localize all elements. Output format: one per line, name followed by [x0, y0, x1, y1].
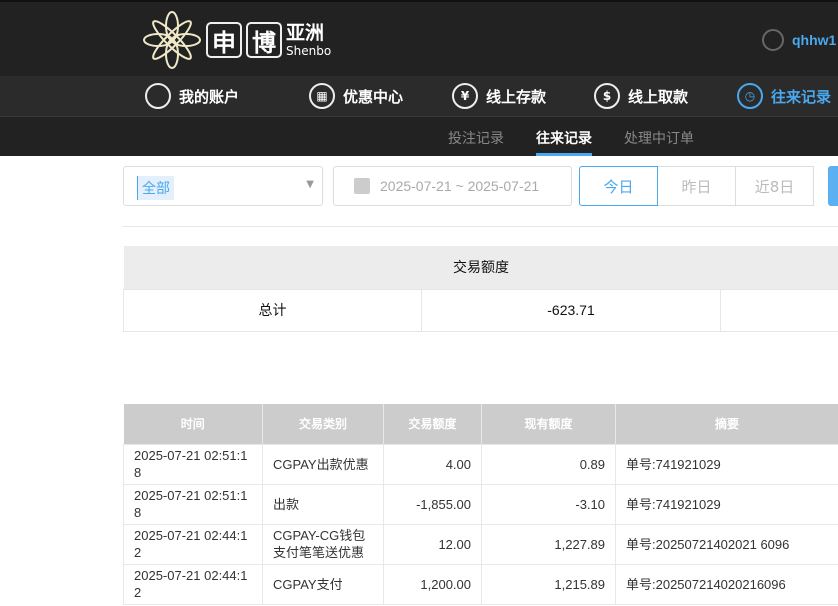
cell-type: 出款 [262, 483, 384, 525]
user-icon [762, 29, 784, 51]
top-header: 申 博 亚洲 Shenbo qhhw1 [0, 0, 838, 76]
cell-amount: -1,855.00 [383, 483, 482, 525]
brand-name-cn: 亚洲 [286, 22, 325, 44]
cell-time: 2025-07-21 02:44:12 [123, 523, 263, 565]
tab-transaction-records[interactable]: 往来记录 [536, 128, 592, 156]
cell-time: 2025-07-21 02:51:18 [123, 483, 263, 525]
logo[interactable]: 申 博 亚洲 Shenbo [142, 10, 331, 70]
date-range-input[interactable]: 2025-07-21 ~ 2025-07-21 [333, 166, 572, 206]
col-summary: 摘要 [615, 404, 838, 444]
col-amount: 交易额度 [383, 404, 482, 444]
cell-summary: 单号:202507214020216096 [615, 563, 838, 605]
main-nav: 我的账户 ▦ 优惠中心 ¥ 线上存款 $ 线上取款 ◷ 往来记录 [0, 76, 838, 117]
gift-icon: ▦ [309, 83, 335, 109]
cell-amount: 12.00 [383, 523, 482, 565]
deposit-icon: ¥ [452, 83, 478, 109]
nav-deposit[interactable]: ¥ 线上存款 [452, 83, 546, 109]
table-row: 2025-07-21 02:51:18 出款 -1,855.00 -3.10 单号:74… [123, 483, 838, 525]
cell-summary: 单号:20250721402021 6096 [615, 523, 838, 565]
flower-logo-icon [143, 11, 201, 69]
nav-label: 我的账户 [179, 87, 240, 106]
brand-name-en: Shenbo [286, 44, 332, 58]
col-type: 交易类别 [262, 404, 384, 444]
divider [123, 226, 838, 227]
records-icon: ◷ [737, 83, 763, 109]
col-time: 时间 [123, 404, 263, 444]
logo-box: 博 [246, 22, 282, 58]
cell-balance: 1,227.89 [481, 523, 616, 565]
username: qhhw1 [792, 32, 837, 48]
yesterday-button[interactable]: 昨日 [657, 166, 736, 206]
nav-my-account[interactable]: 我的账户 [145, 83, 239, 109]
today-button[interactable]: 今日 [579, 166, 658, 206]
cell-type: CGPAY出款优惠 [262, 443, 384, 485]
nav-label: 线上存款 [486, 87, 547, 106]
user-menu[interactable]: qhhw1 [762, 29, 836, 51]
summary-label: 总计 [123, 288, 422, 332]
nav-records[interactable]: ◷ 往来记录 [737, 83, 831, 109]
sub-nav: 投注记录 往来记录 处理中订单 [0, 117, 838, 156]
nav-label: 往来记录 [771, 87, 832, 106]
col-balance: 现有额度 [481, 404, 616, 444]
cell-amount: 4.00 [383, 443, 482, 485]
summary-empty [719, 288, 838, 332]
search-button[interactable] [828, 166, 838, 206]
summary-value: -623.71 [421, 288, 721, 332]
calendar-icon [354, 178, 370, 194]
nav-label: 优惠中心 [343, 87, 404, 106]
tab-bet-records[interactable]: 投注记录 [448, 131, 504, 147]
tab-pending-orders[interactable]: 处理中订单 [624, 131, 694, 147]
cell-balance: 1,215.89 [481, 563, 616, 605]
nav-withdraw[interactable]: $ 线上取款 [594, 83, 688, 109]
records-table: 时间 交易类别 交易额度 现有额度 摘要 2025-07-21 02:51:18… [123, 404, 838, 605]
cell-time: 2025-07-21 02:51:18 [123, 443, 263, 485]
nav-promotions[interactable]: ▦ 优惠中心 [309, 83, 403, 109]
caret-down-icon: ▼ [306, 179, 314, 190]
cell-time: 2025-07-21 02:44:12 [123, 563, 263, 605]
summary-table: 交易额度 总计 -623.71 [123, 246, 838, 332]
cell-summary: 单号:741921029 [615, 443, 838, 485]
type-select-value: 全部 [137, 176, 174, 200]
withdraw-icon: $ [594, 83, 620, 109]
cell-balance: -3.10 [481, 483, 616, 525]
summary-header: 交易额度 [123, 246, 838, 289]
cell-type: CGPAY-CG钱包支付笔笔送优惠 [262, 523, 384, 565]
date-range-value: 2025-07-21 ~ 2025-07-21 [380, 178, 540, 194]
cell-type: CGPAY支付 [262, 563, 384, 605]
nav-label: 线上取款 [628, 87, 689, 106]
table-row: 2025-07-21 02:51:18 CGPAY出款优惠 4.00 0.89 单号:7… [123, 443, 838, 485]
last-8-days-button[interactable]: 近8日 [735, 166, 814, 206]
cell-balance: 0.89 [481, 443, 616, 485]
table-row: 2025-07-21 02:44:12 CGPAY支付 1,200.00 1,215.… [123, 563, 838, 605]
table-row: 2025-07-21 02:44:12 CGPAY-CG钱包支付笔笔送优惠 12.0… [123, 523, 838, 565]
logo-box: 申 [206, 22, 242, 58]
cell-amount: 1,200.00 [383, 563, 482, 605]
user-icon [145, 83, 171, 109]
cell-summary: 单号:741921029 [615, 483, 838, 525]
type-select[interactable]: 全部 ▼ [123, 166, 323, 206]
